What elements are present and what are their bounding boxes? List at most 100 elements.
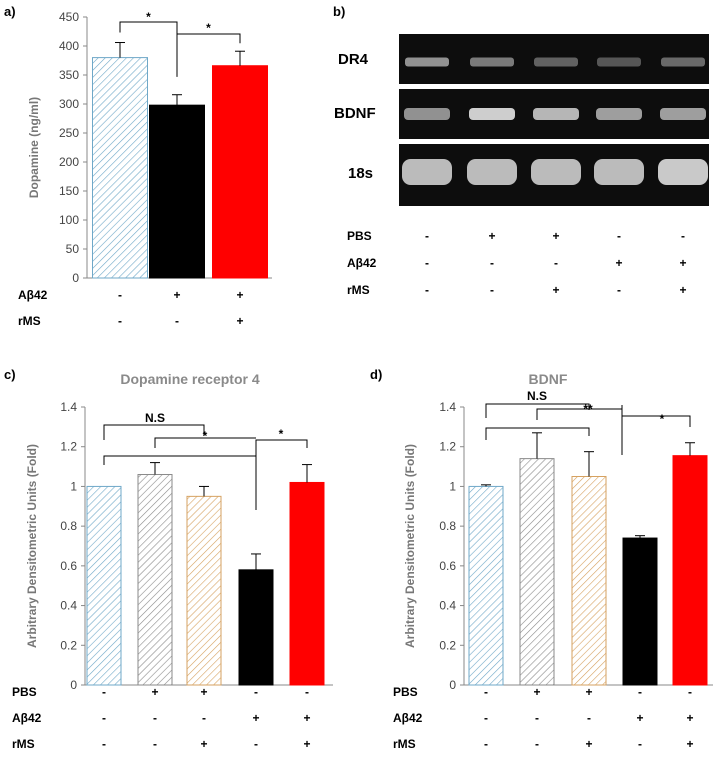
y-tick-label: 0 — [72, 271, 79, 285]
gel-band — [404, 108, 450, 120]
y-tick-label: 350 — [59, 68, 79, 82]
condition-sign: + — [533, 685, 540, 699]
condition-sign: + — [236, 314, 243, 328]
gel-band — [467, 159, 517, 185]
gel-band — [534, 57, 578, 67]
y-tick-label: 1.4 — [60, 400, 77, 414]
gel-band — [533, 108, 579, 120]
bar — [571, 476, 607, 686]
condition-sign: + — [303, 711, 310, 725]
gel-condition-label: rMS — [347, 283, 370, 297]
condition-sign: + — [252, 711, 259, 725]
bar — [92, 57, 148, 279]
y-tick-label: 1 — [449, 479, 456, 493]
condition-label: Aβ42 — [18, 288, 48, 302]
condition-sign: + — [151, 685, 158, 699]
condition-sign: - — [305, 685, 309, 699]
condition-sign: - — [175, 314, 179, 328]
gel-band — [660, 108, 706, 120]
condition-label: rMS — [18, 314, 41, 328]
condition-label: Aβ42 — [393, 711, 423, 725]
bar — [186, 495, 222, 686]
y-tick-label: 0.2 — [60, 638, 77, 652]
condition-sign: - — [638, 685, 642, 699]
y-tick-label: 1.2 — [439, 440, 456, 454]
bar — [468, 485, 504, 686]
gel-band — [405, 57, 449, 67]
significance-bracket — [103, 437, 257, 510]
y-axis-label: Arbitrary Densitometric Units (Fold) — [403, 444, 417, 648]
condition-sign: - — [254, 737, 258, 751]
gel-condition-sign: - — [490, 283, 494, 297]
panel-letter-d: d) — [370, 367, 382, 382]
y-axis-label: Arbitrary Densitometric Units (Fold) — [25, 444, 39, 648]
condition-label: PBS — [393, 685, 418, 699]
significance-label: * — [146, 10, 151, 24]
bar — [238, 569, 274, 686]
gel-condition-sign: - — [617, 283, 621, 297]
gel-band — [596, 108, 642, 120]
y-tick-label: 200 — [59, 155, 79, 169]
significance-bracket — [176, 33, 241, 77]
condition-label: rMS — [12, 737, 35, 751]
bar — [289, 481, 325, 686]
y-tick-label: 150 — [59, 184, 79, 198]
significance-label: * — [660, 412, 665, 426]
condition-label: PBS — [12, 685, 37, 699]
condition-sign: - — [254, 685, 258, 699]
gel-condition-sign: - — [490, 256, 494, 270]
gel-band — [661, 57, 705, 67]
condition-sign: - — [153, 711, 157, 725]
condition-sign: - — [102, 711, 106, 725]
condition-sign: + — [236, 288, 243, 302]
gel-condition-sign: - — [681, 229, 685, 243]
condition-sign: - — [484, 737, 488, 751]
gel-band — [658, 159, 708, 185]
gel-condition-sign: - — [554, 256, 558, 270]
gel-condition-sign: - — [425, 229, 429, 243]
panel-letter-a: a) — [4, 4, 16, 19]
gel-condition-sign: + — [552, 229, 559, 243]
condition-sign: + — [585, 737, 592, 751]
condition-sign: + — [200, 685, 207, 699]
condition-sign: + — [686, 737, 693, 751]
gel-condition-sign: + — [615, 256, 622, 270]
y-tick-label: 300 — [59, 97, 79, 111]
significance-label: * — [203, 429, 208, 443]
y-tick-label: 250 — [59, 126, 79, 140]
significance-bracket — [103, 424, 205, 440]
condition-sign: - — [153, 737, 157, 751]
condition-sign: + — [200, 737, 207, 751]
condition-sign: + — [303, 737, 310, 751]
bar — [672, 455, 708, 686]
bar — [86, 485, 122, 686]
gel-condition-label: PBS — [347, 229, 372, 243]
condition-sign: + — [585, 685, 592, 699]
condition-sign: + — [686, 711, 693, 725]
y-tick-label: 0.2 — [439, 638, 456, 652]
condition-sign: - — [535, 711, 539, 725]
y-tick-label: 0.6 — [439, 559, 456, 573]
significance-bracket — [485, 405, 623, 455]
y-tick-label: 1 — [70, 479, 77, 493]
gel-label-bdnf: BDNF — [334, 105, 376, 122]
significance-bracket — [485, 403, 590, 418]
y-tick-label: 1.4 — [439, 400, 456, 414]
condition-sign: - — [118, 314, 122, 328]
panel-letter-c: c) — [4, 367, 16, 382]
significance-bracket — [621, 415, 691, 455]
condition-label: Aβ42 — [12, 711, 42, 725]
gel-condition-label: Aβ42 — [347, 256, 377, 270]
condition-label: rMS — [393, 737, 416, 751]
gel-band — [594, 159, 644, 185]
gel-strip-dr4 — [399, 34, 709, 84]
gel-condition-sign: + — [488, 229, 495, 243]
gel-condition-sign: - — [425, 256, 429, 270]
gel-label-18s: 18s — [348, 165, 373, 182]
condition-sign: - — [638, 737, 642, 751]
condition-sign: - — [118, 288, 122, 302]
bar — [137, 474, 173, 686]
significance-label: * — [206, 21, 211, 35]
condition-sign: - — [484, 711, 488, 725]
